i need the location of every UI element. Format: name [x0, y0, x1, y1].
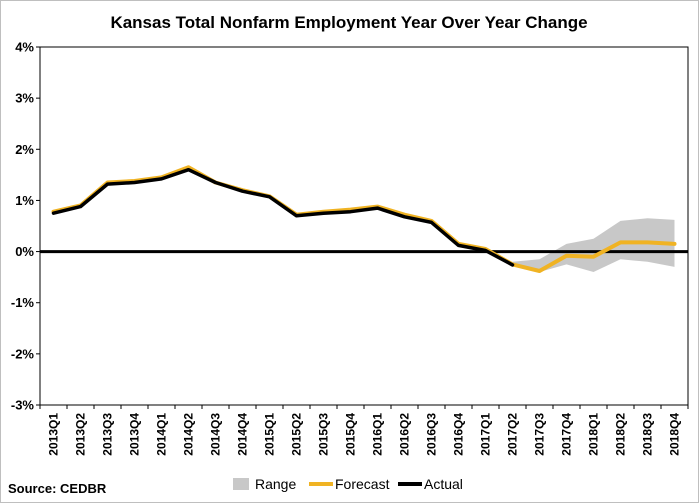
x-tick-label: 2016Q2: [398, 413, 412, 456]
x-tick-label: 2017Q1: [479, 413, 493, 456]
x-tick-label: 2018Q1: [587, 413, 601, 456]
legend-swatch-range: [233, 478, 249, 490]
source-note: Source: CEDBR: [8, 481, 107, 496]
y-tick-label: 1%: [15, 193, 34, 208]
x-tick-label: 2015Q2: [290, 413, 304, 456]
y-tick-label: 0%: [15, 244, 34, 259]
y-tick-label: 3%: [15, 91, 34, 106]
series-layer: [51, 165, 677, 273]
legend-label-range: Range: [255, 476, 296, 492]
y-axis: 4% 3% 2% 1% 0% -1% -2% -3%: [11, 40, 40, 413]
x-tick-label: 2016Q1: [371, 413, 385, 456]
x-tick-label: 2013Q2: [74, 413, 88, 456]
x-tick-label: 2018Q4: [668, 413, 682, 456]
x-tick-label: 2016Q4: [452, 413, 466, 456]
x-tick-label: 2013Q4: [128, 413, 142, 456]
x-tick-label: 2014Q3: [209, 413, 223, 456]
x-axis: 2013Q1 2013Q2 2013Q3 2013Q4 2014Q1 2014Q2 2014…: [39, 405, 689, 456]
range-band: [512, 218, 675, 272]
x-tick-label: 2015Q1: [263, 413, 277, 456]
y-tick-label: -3%: [11, 398, 35, 413]
x-tick-label: 2018Q2: [614, 413, 628, 456]
legend: Range Forecast Actual: [233, 476, 463, 492]
range-layer: [512, 218, 675, 272]
y-tick-label: 4%: [15, 40, 34, 55]
x-tick-label: 2014Q2: [182, 413, 196, 456]
actual-series-line: [51, 167, 515, 267]
legend-label-actual: Actual: [424, 476, 463, 492]
x-tick-label: 2017Q4: [560, 413, 574, 456]
x-tick-label: 2014Q1: [155, 413, 169, 456]
x-tick-label: 2013Q1: [47, 413, 61, 456]
x-tick-label: 2015Q3: [317, 413, 331, 456]
x-tick-label: 2017Q2: [506, 413, 520, 456]
y-tick-label: -2%: [11, 346, 35, 361]
x-tick-label: 2013Q3: [101, 413, 115, 456]
chart-title: Kansas Total Nonfarm Employment Year Ove…: [110, 13, 587, 32]
x-tick-label: 2017Q3: [533, 413, 547, 456]
y-tick-label: 2%: [15, 142, 34, 157]
x-tick-label: 2015Q4: [344, 413, 358, 456]
legend-label-forecast: Forecast: [335, 476, 390, 492]
x-tick-label: 2018Q3: [641, 413, 655, 456]
y-tick-label: -1%: [11, 295, 35, 310]
x-tick-label: 2014Q4: [236, 413, 250, 456]
x-tick-label: 2016Q3: [425, 413, 439, 456]
